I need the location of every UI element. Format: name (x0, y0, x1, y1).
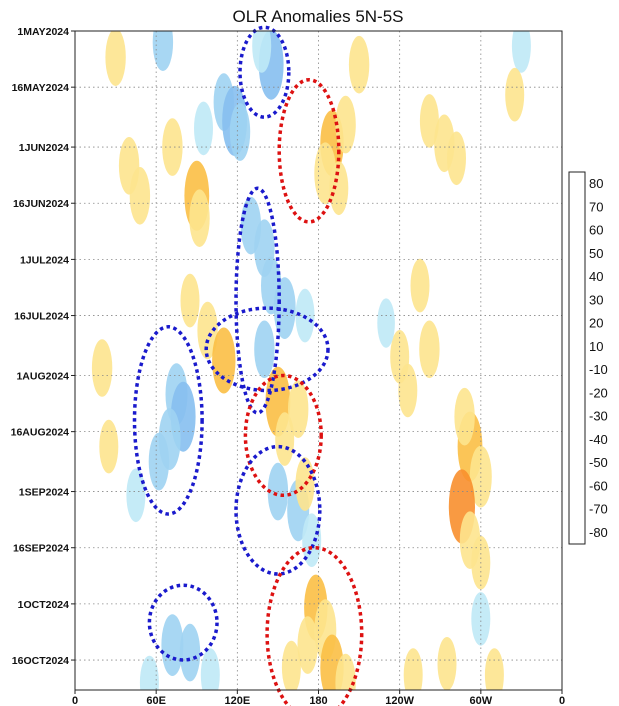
anomaly-blob (126, 468, 146, 523)
anomaly-blob (252, 31, 272, 73)
colorbar-label: -70 (589, 502, 608, 517)
blue-dotted-ellipse (238, 25, 291, 119)
colorbar-label: 60 (589, 223, 603, 238)
blue-dotted-ellipse (234, 186, 281, 415)
x-tick-label: 0 (72, 695, 78, 706)
colorbar-label: 10 (589, 339, 603, 354)
anomaly-blob (200, 648, 220, 690)
x-axis: 0 60E 120E 180 120W 60W 0 (72, 690, 565, 706)
anomaly-blob (139, 655, 159, 690)
y-tick-label: 1OCT2024 (18, 599, 70, 611)
y-tick-label: 1MAY2024 (17, 26, 69, 38)
y-tick-label: 16JUL2024 (14, 311, 69, 323)
colorbar-label: 50 (589, 246, 603, 261)
anomaly-blob (288, 380, 309, 439)
colorbar-label: 70 (589, 199, 603, 214)
anomaly-blob (180, 273, 200, 328)
anomaly-blob (148, 432, 170, 491)
colorbar-label: 20 (589, 316, 603, 331)
colorbar-label: 80 (589, 176, 603, 191)
anomaly-blob (505, 67, 525, 122)
x-tick-label: 60E (146, 695, 166, 706)
colorbar-frame (568, 171, 586, 545)
anomaly-blob (212, 327, 236, 394)
annotation-layer (132, 25, 364, 706)
gridlines (75, 31, 562, 690)
x-tick-label: 120W (385, 695, 414, 706)
anomaly-blob (454, 387, 475, 446)
anomaly-blob (419, 320, 440, 379)
anomaly-blob (189, 189, 210, 247)
anomaly-blob (348, 35, 370, 94)
colorbar-label: 40 (589, 269, 603, 284)
anomaly-blob (152, 31, 174, 71)
anomaly-blob (335, 653, 356, 690)
blue-dotted-ellipse (204, 306, 330, 393)
anomaly-blob (447, 131, 466, 186)
anomaly-blob (105, 31, 126, 86)
anomaly-blob (254, 320, 275, 379)
anomaly-blob (302, 513, 322, 567)
colorbar-label: -30 (589, 409, 608, 424)
anomaly-blob (419, 94, 439, 148)
chart-title: OLR Anomalies 5N-5S (232, 7, 403, 26)
anomaly-blob (91, 339, 113, 397)
blue-dotted-ellipse (234, 444, 322, 576)
anomaly-blob (437, 637, 457, 690)
anomaly-blob (162, 118, 183, 176)
colorbar-label: -80 (589, 525, 608, 540)
colorbar-label: 30 (589, 292, 603, 307)
anomaly-blob (129, 167, 151, 225)
anomaly-blob (197, 301, 218, 360)
colorbar: 80 70 60 50 40 30 20 10 -10 -20 -30 -40 -50 -60 -70 -80 (568, 171, 608, 545)
plot-area (75, 31, 562, 690)
red-dotted-ellipse (277, 77, 341, 224)
colorbar-label: -60 (589, 478, 608, 493)
colorbar-label: -20 (589, 385, 608, 400)
blue-dotted-ellipse (147, 583, 219, 662)
anomaly-blob (275, 412, 295, 466)
y-tick-label: 16JUN2024 (13, 198, 69, 210)
anomaly-blob (403, 648, 423, 690)
y-tick-label: 1SEP2024 (19, 487, 69, 499)
colorbar-label: -40 (589, 432, 608, 447)
anomaly-blob (179, 623, 201, 682)
anomaly-blob (398, 363, 418, 418)
x-tick-label: 60W (470, 695, 493, 706)
anomaly-blob (484, 648, 504, 690)
x-tick-label: 120E (224, 695, 250, 706)
anomaly-blob (161, 614, 184, 676)
anomaly-blob (471, 592, 491, 646)
anomaly-blob (229, 103, 251, 161)
blue-dotted-ellipse (132, 325, 204, 516)
y-tick-label: 16OCT2024 (12, 655, 69, 667)
y-axis: 1MAY2024 16MAY2024 1JUN2024 16JUN2024 1JUL20… (11, 26, 75, 667)
anomaly-blob (329, 161, 349, 216)
anomaly-blob (99, 419, 119, 474)
colorbar-label: -10 (589, 362, 608, 377)
y-tick-label: 16AUG2024 (11, 427, 70, 439)
y-tick-label: 1JUL2024 (20, 254, 69, 266)
y-tick-label: 16SEP2024 (13, 543, 69, 555)
anomaly-blob (194, 101, 213, 156)
anomaly-blob (511, 31, 531, 73)
anomaly-blob (410, 258, 430, 313)
anomaly-blob (297, 616, 318, 674)
anomaly-blob (377, 298, 395, 348)
x-tick-label: 0 (559, 695, 565, 706)
x-tick-label: 180 (309, 695, 327, 706)
y-tick-label: 1AUG2024 (16, 370, 69, 382)
anomaly-blob (335, 95, 356, 154)
colorbar-label: -50 (589, 455, 608, 470)
y-tick-label: 1JUN2024 (19, 142, 69, 154)
y-tick-label: 16MAY2024 (12, 82, 70, 94)
red-dotted-ellipse (243, 373, 323, 498)
red-dotted-ellipse (265, 545, 364, 706)
anomaly-blob (281, 640, 301, 690)
